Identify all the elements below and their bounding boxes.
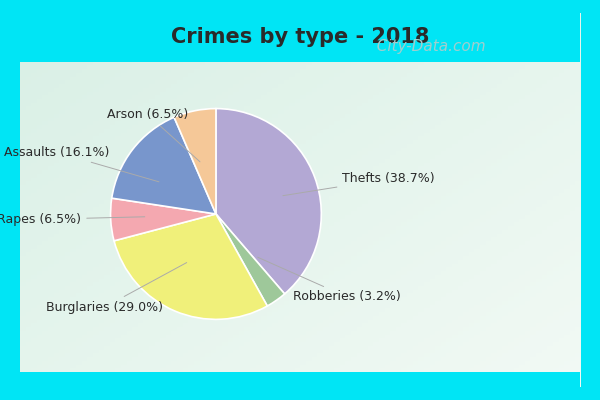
Wedge shape — [114, 214, 267, 319]
Text: Arson (6.5%): Arson (6.5%) — [107, 108, 200, 162]
Wedge shape — [216, 214, 284, 306]
Text: Thefts (38.7%): Thefts (38.7%) — [283, 172, 435, 196]
Text: Robberies (3.2%): Robberies (3.2%) — [257, 257, 401, 304]
Wedge shape — [112, 117, 216, 214]
Text: City-Data.com: City-Data.com — [367, 39, 486, 54]
Text: Burglaries (29.0%): Burglaries (29.0%) — [46, 262, 187, 314]
Bar — [20, 372, 580, 387]
Bar — [20, 13, 580, 62]
Wedge shape — [110, 198, 216, 241]
Text: Crimes by type - 2018: Crimes by type - 2018 — [171, 28, 429, 48]
Text: Rapes (6.5%): Rapes (6.5%) — [0, 213, 145, 226]
Wedge shape — [216, 108, 322, 294]
Text: Assaults (16.1%): Assaults (16.1%) — [4, 146, 159, 182]
Wedge shape — [174, 108, 216, 214]
